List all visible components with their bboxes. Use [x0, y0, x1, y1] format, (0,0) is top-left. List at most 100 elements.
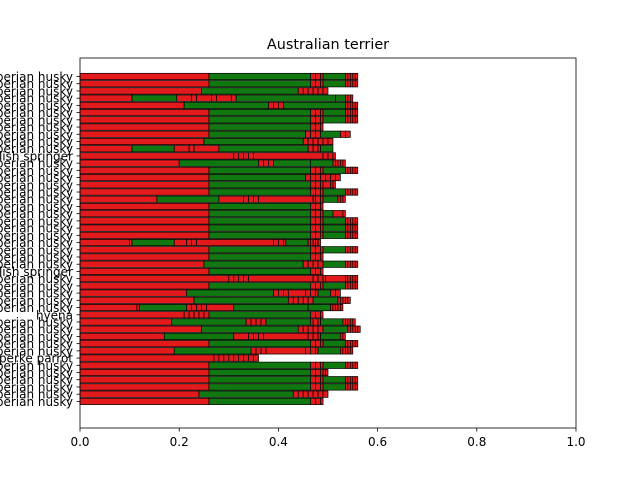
bar-segment: [297, 87, 304, 95]
bar-segment: [354, 383, 359, 391]
bar-segment: [208, 231, 311, 239]
bar-segment: [79, 123, 210, 131]
bar-segment: [310, 181, 316, 189]
bar-segment: [79, 210, 210, 218]
bar-segment: [322, 260, 346, 268]
bar-segment: [322, 282, 346, 290]
bar-segment: [349, 166, 354, 174]
bar-segment: [186, 239, 192, 247]
y-tick-label: Siberian husky: [0, 222, 73, 236]
bar-segment: [171, 318, 247, 326]
bar-segment: [302, 260, 309, 268]
bar-segment: [310, 289, 316, 297]
y-tick-label: Siberian husky: [0, 193, 73, 207]
bar-segment: [312, 87, 319, 95]
bar-segment: [228, 275, 235, 283]
bar-segment: [208, 361, 311, 369]
bar-segment: [283, 239, 287, 247]
bar-segment: [342, 296, 346, 304]
bar-segment: [320, 361, 324, 369]
bar-segment: [305, 347, 311, 355]
bar-segment: [79, 87, 202, 95]
y-tick-label: schipperke parrot: [0, 352, 73, 366]
bar-segment: [317, 137, 324, 146]
bar-segment: [317, 325, 324, 333]
y-tick-label: Siberian husky: [0, 236, 73, 250]
bar-segment: [292, 390, 299, 398]
bar-segment: [340, 159, 344, 167]
bar-segment: [322, 109, 346, 117]
bar-segment: [340, 195, 344, 203]
bar-segment: [265, 347, 307, 355]
bar-segment: [258, 332, 264, 340]
y-tick-label: Siberian husky: [0, 388, 73, 402]
y-tick-label: Siberian husky: [0, 142, 73, 156]
bar-segment: [250, 318, 257, 326]
bar-segment: [310, 80, 316, 88]
bar-segment: [186, 303, 192, 312]
bar-segment: [349, 116, 354, 124]
bar-segment: [335, 94, 346, 102]
bar-segment: [310, 210, 316, 218]
bar-segment: [322, 376, 346, 384]
bar-segment: [352, 72, 356, 81]
bar-segment: [312, 145, 319, 153]
bar-segment: [320, 166, 324, 174]
bar-segment: [317, 289, 331, 297]
bar-segment: [79, 289, 187, 297]
bar-segment: [208, 72, 311, 81]
bar-segment: [347, 224, 351, 232]
y-tick-label: hyena: [36, 308, 73, 322]
bar-segment: [79, 260, 205, 268]
bar-segment: [79, 246, 210, 254]
bar-segment: [273, 159, 311, 167]
bar-segment: [285, 239, 309, 247]
y-tick-label: Siberian husky: [0, 229, 73, 243]
bar-segment: [347, 260, 351, 268]
bar-segment: [315, 116, 321, 124]
bar-segment: [347, 340, 351, 348]
bar-segment: [315, 347, 319, 355]
bar-segment: [233, 152, 240, 160]
bar-segment: [265, 318, 311, 326]
bar-segment: [248, 152, 254, 160]
bar-segment: [208, 181, 311, 189]
bar-segment: [349, 72, 354, 81]
bar-segment: [352, 231, 356, 239]
bar-segment: [283, 101, 346, 109]
bar-segment: [315, 267, 321, 275]
bar-segment: [337, 159, 341, 167]
bar-segment: [330, 181, 334, 189]
y-tick-label: Siberian husky: [0, 99, 73, 113]
bar-segment: [305, 174, 311, 182]
bar-segment: [345, 109, 349, 117]
bar-segment: [218, 195, 245, 203]
bar-segment: [322, 325, 349, 333]
bar-segment: [173, 145, 190, 153]
bar-segment: [208, 368, 311, 377]
bar-segment: [208, 116, 311, 124]
bar-segment: [310, 397, 316, 405]
bar-segment: [79, 275, 230, 283]
y-tick-label: Siberian husky: [0, 178, 73, 192]
bar-segment: [322, 166, 346, 174]
bar-segment: [354, 361, 359, 369]
bar-segment: [193, 311, 200, 319]
bar-segment: [320, 109, 324, 117]
bar-segment: [307, 390, 314, 398]
bar-segment: [342, 318, 346, 326]
bar-segment: [287, 296, 294, 304]
bar-segment: [312, 137, 319, 146]
x-tick-label: 0.6: [368, 435, 387, 449]
y-tick-label: English springer: [0, 265, 73, 279]
bar-segment: [310, 116, 316, 124]
x-tick-label: 0.4: [269, 435, 288, 449]
bar-segment: [310, 318, 314, 326]
bar-segment: [310, 368, 316, 377]
bar-segment: [79, 80, 210, 88]
bar-segment: [263, 332, 309, 340]
bar-segment: [315, 289, 319, 297]
y-tick-label: Siberian husky: [0, 70, 73, 84]
bar-segment: [315, 231, 321, 239]
bar-segment: [255, 347, 262, 355]
